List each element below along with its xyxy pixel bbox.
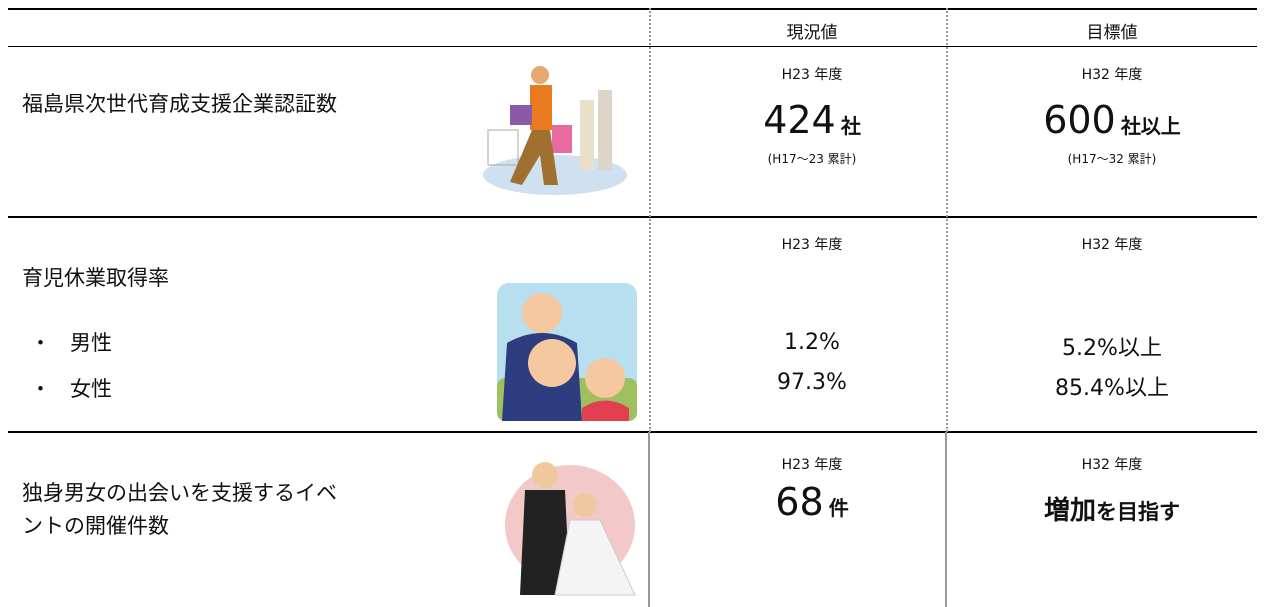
illustration (480, 60, 630, 195)
rule (8, 431, 1257, 433)
row-label: 独身男女の出会いを支援するイベ (22, 477, 337, 507)
value-line: 68 件 (775, 480, 848, 524)
page: 現況値 目標値 福島県次世代育成支援企業認証数 H23 年度 424 社 (H1… (0, 0, 1265, 607)
value: 97.3% (777, 370, 847, 395)
bullet: ・ (30, 327, 51, 357)
divider (946, 8, 948, 432)
value: 68 (775, 480, 823, 524)
illustration (500, 450, 640, 600)
rest: を目指す (1096, 500, 1180, 524)
rule (8, 46, 1257, 47)
bullet: ・ (30, 373, 51, 403)
unit: 件 (829, 496, 849, 520)
item: 男性 (70, 327, 112, 357)
note: (H17〜32 累計) (1068, 150, 1157, 167)
value: 85.4%以上 (1055, 370, 1169, 402)
row-label: 福島県次世代育成支援企業認証数 (22, 88, 337, 118)
row-label: 育児休業取得率 (22, 262, 169, 292)
year: H32 年度 (1082, 454, 1143, 474)
value-line: 600 社以上 (1043, 98, 1181, 142)
item: 女性 (70, 373, 112, 403)
divider (649, 8, 651, 432)
illustration (497, 283, 637, 421)
emphasis: 増加 (1044, 496, 1096, 526)
divider (648, 432, 650, 607)
unit: 社 (841, 114, 861, 138)
year: H23 年度 (782, 234, 843, 254)
year: H32 年度 (1082, 64, 1143, 84)
value-line: 増加を目指す (1044, 490, 1180, 527)
rule (8, 216, 1257, 218)
row-label: ントの開催件数 (22, 510, 169, 540)
value: 424 (763, 98, 836, 142)
unit: 社以上 (1121, 114, 1181, 138)
value: 600 (1043, 98, 1116, 142)
year: H23 年度 (782, 454, 843, 474)
rule (8, 8, 1257, 10)
value: 5.2%以上 (1062, 330, 1162, 362)
note: (H17〜23 累計) (768, 150, 857, 167)
divider (945, 432, 947, 607)
value: 1.2% (784, 330, 840, 355)
value-line: 424 社 (763, 98, 861, 142)
year: H32 年度 (1082, 234, 1143, 254)
header: 目標値 (1087, 18, 1138, 43)
header: 現況値 (787, 18, 838, 43)
year: H23 年度 (782, 64, 843, 84)
